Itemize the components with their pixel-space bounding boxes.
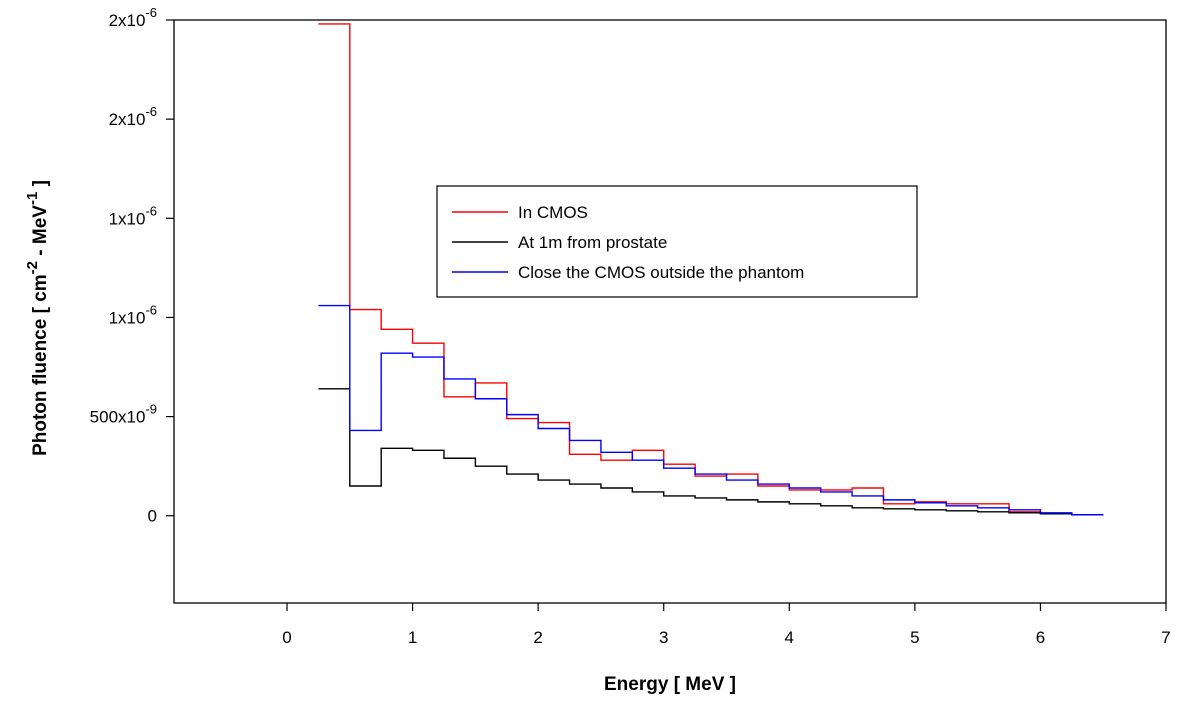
y-tick-mantissa-2: 1x10 — [109, 308, 146, 327]
y-tick-exponent-4: -6 — [145, 104, 157, 119]
plot-frame — [173, 19, 1167, 604]
x-tick-label-7: 7 — [1161, 628, 1170, 647]
legend-label-close-cmos: Close the CMOS outside the phantom — [518, 263, 804, 282]
y-tick-label-3: 1x10-6 — [109, 203, 157, 228]
y-tick-label-0: 0 — [148, 507, 157, 526]
y-title-prefix: Photon fluence [ cm — [30, 274, 51, 456]
y-title-sup-1: -2 — [24, 261, 41, 274]
y-tick-exponent-1: -9 — [145, 402, 157, 417]
legend: In CMOS At 1m from prostate Close the CM… — [436, 185, 918, 298]
x-tick-label-6: 6 — [1036, 628, 1045, 647]
x-axis-title: Energy [ MeV ] — [604, 674, 736, 695]
y-tick-exponent-3: -6 — [145, 203, 157, 218]
y-tick-mantissa-5: 2x10 — [109, 11, 146, 30]
y-tick-exponent-2: -6 — [145, 302, 157, 317]
x-tick-label-0: 0 — [282, 628, 291, 647]
y-tick-exponent-5: -6 — [145, 5, 157, 20]
x-tick-label-5: 5 — [910, 628, 919, 647]
x-axis: 0 1 2 3 4 5 6 7 — [282, 603, 1171, 647]
y-axis-title: Photon fluence [ cm-2 - MeV-1 ] — [24, 180, 51, 456]
y-tick-label-1: 500x10-9 — [90, 402, 157, 427]
y-tick-label-2: 1x10-6 — [109, 302, 157, 327]
y-tick-mantissa-0: 0 — [148, 507, 157, 526]
series-line-1 — [318, 388, 1104, 516]
y-tick-mantissa-3: 1x10 — [109, 209, 146, 228]
y-tick-mantissa-1: 500x10 — [90, 408, 146, 427]
x-tick-label-1: 1 — [408, 628, 417, 647]
y-tick-label-5: 2x10-6 — [109, 5, 157, 30]
legend-box — [436, 185, 918, 298]
x-tick-label-4: 4 — [785, 628, 794, 647]
legend-label-at-1m: At 1m from prostate — [518, 233, 667, 252]
x-tick-label-2: 2 — [533, 628, 542, 647]
y-title-mid: - MeV — [30, 205, 51, 261]
x-tick-label-3: 3 — [659, 628, 668, 647]
y-tick-label-4: 2x10-6 — [109, 104, 157, 129]
y-title-sup-2: -1 — [24, 192, 41, 205]
legend-label-in-cmos: In CMOS — [518, 203, 588, 222]
series-line-2 — [318, 304, 1104, 516]
y-title-suffix: ] — [30, 180, 51, 192]
y-tick-mantissa-4: 2x10 — [109, 110, 146, 129]
